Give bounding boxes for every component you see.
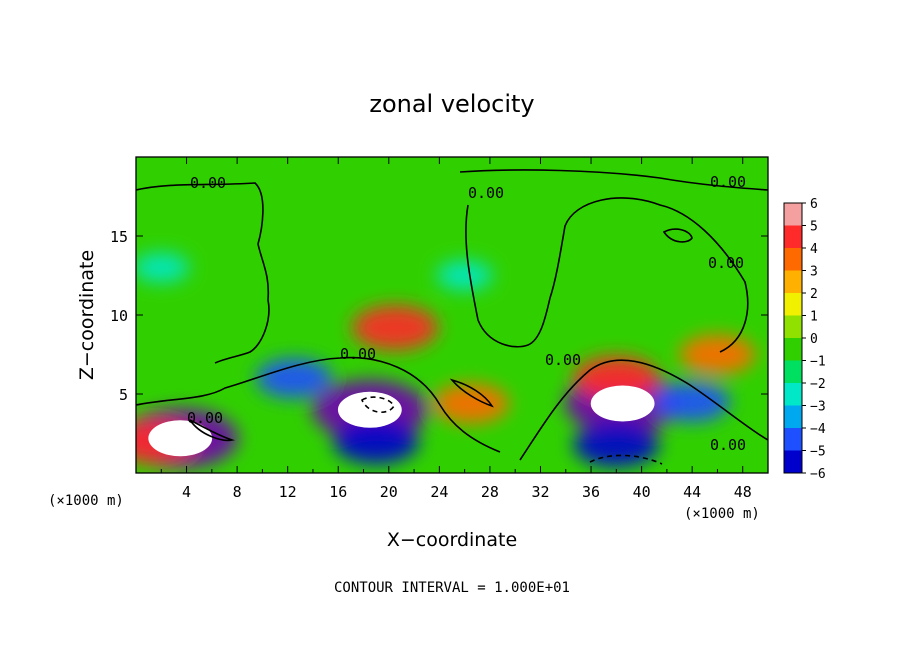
colorbar-segment	[784, 270, 802, 294]
x-tick-label: 4	[182, 483, 191, 501]
field-blob-7	[432, 383, 509, 424]
zero-contour-top	[136, 182, 270, 364]
contour-label-4: 0.00	[340, 345, 376, 363]
x-axis-ticks: 4 8 12 16 20 24 28 32 36 40 44 48	[160, 157, 752, 501]
x-axis-title: X−coordinate	[387, 529, 517, 551]
zero-contour-small-loop-2	[449, 378, 494, 408]
contour-label-2: 0.00	[468, 184, 504, 202]
contour-label-3: 0.00	[710, 173, 746, 191]
field-blob-10	[333, 418, 420, 464]
colorbar-segment	[784, 428, 802, 451]
colorbar-segment	[784, 225, 802, 249]
colorbar-tick-label: −3	[810, 400, 826, 415]
contour-label-6: 0.00	[187, 409, 223, 427]
field-blob-6	[679, 334, 756, 375]
zero-contours	[136, 169, 768, 465]
x-unit-label-left: (×1000 m)	[48, 493, 124, 509]
colorbar-tick-label: 4	[810, 242, 818, 257]
colorbar-tick-label: −2	[810, 377, 826, 392]
saturated-regions	[148, 385, 655, 457]
contour-label-8: 0.00	[708, 254, 744, 272]
x-tick-label: 20	[380, 483, 398, 501]
colorbar-tick-label: 2	[810, 287, 818, 302]
field-blob-4	[352, 305, 439, 351]
saturated-blob-1	[337, 391, 402, 428]
contour-labels: 0.00 0.00 0.00 0.00 0.00 0.00 0.00 0.00	[187, 173, 746, 454]
colorbar-segment	[784, 405, 802, 429]
x-tick-label: 24	[430, 483, 448, 501]
y-tick-label: 5	[119, 386, 128, 404]
colorbar-tick-label: 0	[810, 332, 818, 347]
colorbar-tick-label: −6	[810, 467, 826, 482]
zero-contour-small-loop-1	[662, 228, 693, 243]
y-axis-title: Z−coordinate	[76, 250, 98, 380]
colorbar-segment	[784, 360, 802, 384]
colorbar-segment	[784, 338, 802, 361]
x-tick-label: 12	[279, 483, 297, 501]
colorbar-tick-label: −1	[810, 355, 826, 370]
field-blob-13	[436, 260, 493, 291]
chart-title: zonal velocity	[369, 90, 534, 118]
colorbar-tick-label: 6	[810, 197, 818, 212]
saturated-blob-3	[148, 420, 213, 457]
colorbar-tick-label: 5	[810, 220, 818, 235]
negative-contour-dashed-1	[360, 396, 395, 413]
zero-contour-lower-right	[519, 359, 768, 461]
zero-contour-small-loop-3	[189, 419, 236, 442]
field-blob-12	[136, 252, 190, 283]
colorbar-segment	[784, 383, 802, 406]
saturated-blob-2	[590, 385, 655, 422]
colorbar-segment	[784, 203, 802, 226]
x-tick-label: 16	[329, 483, 347, 501]
x-tick-label: 44	[683, 483, 701, 501]
contour-label-1: 0.00	[190, 174, 226, 192]
colorbar-segment	[784, 450, 802, 474]
contour-interval-note: CONTOUR INTERVAL = 1.000E+01	[334, 580, 570, 596]
x-tick-label: 40	[633, 483, 651, 501]
x-unit-label-right: (×1000 m)	[684, 506, 760, 522]
field-blob-11	[573, 422, 660, 468]
negative-contour-dashed-2	[589, 454, 663, 465]
zero-contour-middle	[465, 197, 749, 353]
colorbar-segment	[784, 293, 802, 316]
plot-area: 0.00 0.00 0.00 0.00 0.00 0.00 0.00 0.00	[136, 157, 768, 473]
x-tick-label: 48	[734, 483, 752, 501]
field-blob-9	[256, 358, 332, 399]
colorbar-segment	[784, 248, 802, 271]
x-tick-label: 8	[233, 483, 242, 501]
field-blob-14	[654, 381, 731, 422]
y-tick-label: 10	[110, 307, 128, 325]
x-tick-label: 36	[582, 483, 600, 501]
colorbar-tick-label: 1	[810, 310, 818, 325]
contour-label-5: 0.00	[545, 351, 581, 369]
colorbar-segment	[784, 315, 802, 339]
zero-contour-lower-left	[136, 356, 501, 453]
x-tick-label: 28	[481, 483, 499, 501]
x-tick-label: 32	[531, 483, 549, 501]
y-axis-ticks: 5 10 15	[110, 228, 768, 404]
colorbar-tick-label: −4	[810, 422, 826, 437]
zero-contour-upper-right	[459, 169, 768, 191]
contour-label-7: 0.00	[710, 436, 746, 454]
colorbar-tick-label: 3	[810, 265, 818, 280]
colorbar-tick-label: −5	[810, 445, 826, 460]
y-tick-label: 15	[110, 228, 128, 246]
colorbar: 6 5 4 3 2 1 0 −1 −2 −3 −4 −5 −6	[783, 197, 826, 482]
